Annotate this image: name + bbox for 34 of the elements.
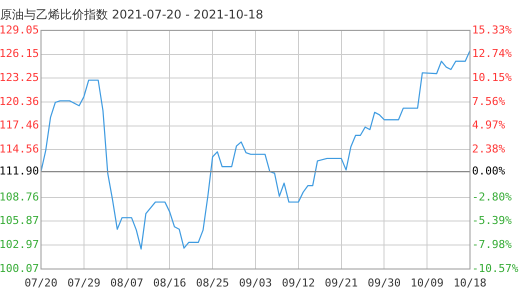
- y2-tick-label: 12.74%: [472, 47, 512, 60]
- y2-tick-label: -10.57%: [472, 262, 519, 275]
- y-tick-label: 117.46: [0, 118, 39, 132]
- x-tick-label: 10/09: [410, 276, 444, 290]
- y-tick-label: 126.15: [0, 47, 39, 60]
- x-tick-label: 08/25: [196, 276, 230, 290]
- x-tick-label: 07/20: [24, 276, 58, 290]
- y-tick-label: 114.56: [0, 142, 39, 156]
- y2-tick-label: -7.98%: [472, 238, 512, 251]
- y-tick-label: 120.36: [0, 94, 39, 108]
- y2-tick-label: 10.15%: [472, 70, 512, 84]
- y2-tick-label: 0.00%: [472, 164, 506, 178]
- x-tick-label: 07/29: [67, 276, 100, 290]
- y-tick-label: 100.07: [0, 262, 39, 275]
- x-tick-label: 09/30: [368, 276, 401, 290]
- x-tick-label: 08/16: [153, 276, 186, 290]
- y-tick-label: 105.87: [0, 214, 39, 228]
- y-tick-label: 111.90: [0, 164, 39, 178]
- y-tick-label: 123.25: [0, 71, 39, 84]
- x-tick-label: 09/12: [282, 276, 315, 290]
- chart-title: 原油与乙烯比价指数 2021-07-20 - 2021-10-18: [0, 7, 264, 22]
- y2-tick-label: 15.33%: [472, 23, 512, 36]
- x-tick-label: 08/07: [110, 276, 144, 290]
- y2-tick-label: -2.80%: [472, 190, 512, 204]
- y2-tick-label: 2.38%: [472, 142, 506, 156]
- x-tick-label: 09/21: [324, 276, 358, 290]
- y-tick-label: 129.05: [0, 23, 39, 36]
- x-tick-label: 09/03: [238, 276, 272, 290]
- y2-tick-label: 4.97%: [472, 118, 506, 132]
- y2-tick-label: -5.39%: [472, 214, 512, 228]
- y-tick-label: 102.97: [0, 238, 39, 251]
- y-tick-label: 108.76: [0, 190, 39, 204]
- x-tick-label: 10/18: [453, 276, 487, 290]
- y2-tick-label: 7.56%: [472, 94, 506, 108]
